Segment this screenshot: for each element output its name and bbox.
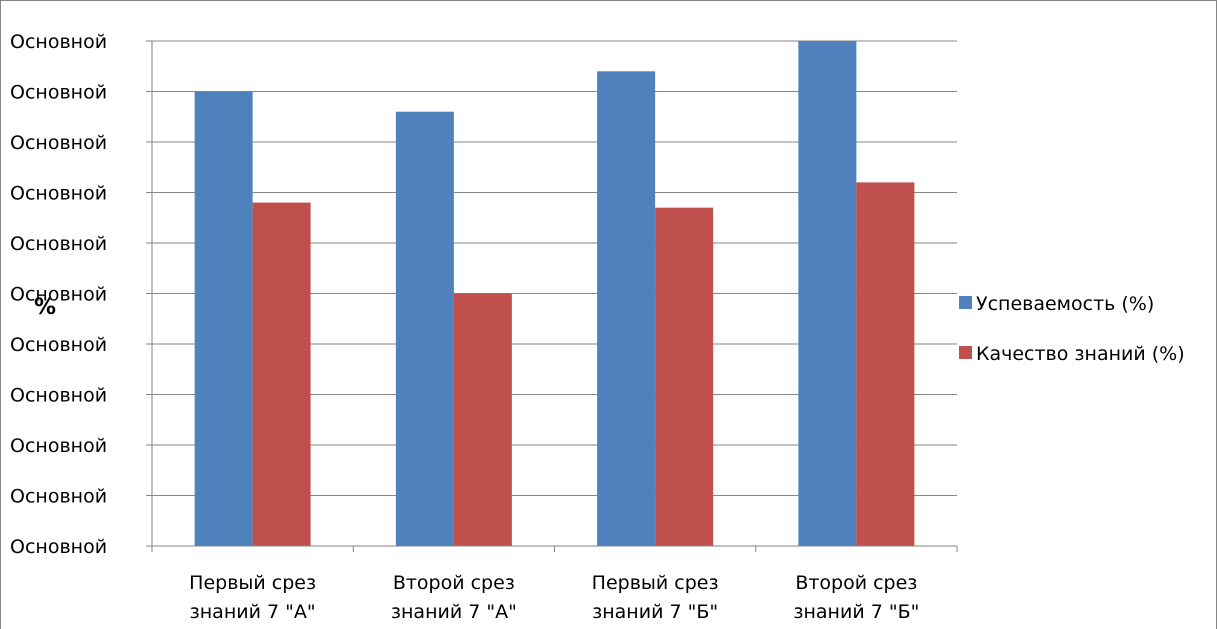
x-tick-label-line: знаний 7 "Б" (793, 601, 919, 623)
y-axis-label: % (34, 295, 56, 320)
y-tick-label: Основной (10, 486, 107, 508)
y-tick-label: Основной (10, 132, 107, 154)
bar (395, 111, 454, 546)
bar (856, 182, 915, 546)
x-tick-label-line: знаний 7 "А" (391, 601, 517, 623)
x-tick-label: Первый срез знаний 7 "А" (189, 572, 316, 623)
y-tick-label: Основной (10, 385, 107, 407)
x-tick-label-line: знаний 7 "А" (190, 601, 316, 623)
y-tick-label: Основной (10, 435, 107, 457)
legend-swatch (959, 296, 972, 309)
legend: Успеваемость (%) Качество знаний (%) (959, 293, 1185, 365)
legend-swatch (959, 346, 972, 359)
y-tick-label: Основной (10, 536, 107, 558)
x-tick-label-line: Первый срез (189, 572, 316, 594)
bar (194, 91, 253, 546)
axes (146, 40, 958, 552)
x-tick-label-line: Первый срез (592, 572, 719, 594)
y-tick-labels: Основной Основной Основной Основной Основной… (10, 31, 107, 558)
y-tick-label: Основной (10, 183, 107, 205)
bar (252, 202, 311, 546)
y-tick-label: Основной (10, 284, 107, 306)
x-tick-label: Первый срез знаний 7 "Б" (592, 572, 719, 623)
bar (453, 293, 512, 546)
x-tick-label: Второй срез знаний 7 "Б" (793, 572, 919, 623)
x-tick-label-line: знаний 7 "Б" (592, 601, 718, 623)
x-tick-labels: Первый срез знаний 7 "А" Второй срез знаний… (189, 572, 919, 623)
y-tick-label: Основной (10, 233, 107, 255)
bars (194, 41, 915, 547)
legend-label: Успеваемость (%) (976, 293, 1154, 315)
x-tick-label-line: Второй срез (795, 572, 917, 594)
y-tick-label: Основной (10, 334, 107, 356)
bar (798, 41, 857, 546)
x-tick-label: Второй срез знаний 7 "А" (391, 572, 517, 623)
y-tick-label: Основной (10, 82, 107, 104)
bar (655, 207, 714, 546)
bar (597, 71, 656, 547)
x-tick-label-line: Второй срез (393, 572, 515, 594)
y-tick-label: Основной (10, 31, 107, 53)
legend-label: Качество знаний (%) (976, 343, 1185, 365)
